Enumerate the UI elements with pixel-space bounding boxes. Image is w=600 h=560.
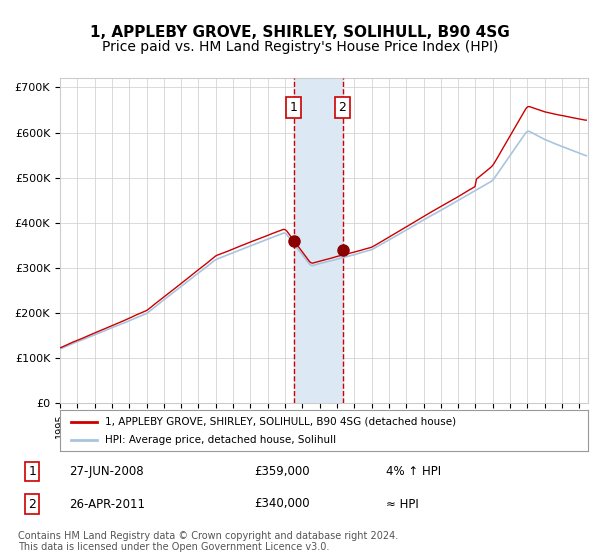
Text: 2: 2 — [28, 497, 36, 511]
Text: 1: 1 — [290, 101, 298, 114]
Text: £359,000: £359,000 — [254, 465, 310, 478]
Text: 1, APPLEBY GROVE, SHIRLEY, SOLIHULL, B90 4SG (detached house): 1, APPLEBY GROVE, SHIRLEY, SOLIHULL, B90… — [105, 417, 456, 427]
Text: HPI: Average price, detached house, Solihull: HPI: Average price, detached house, Soli… — [105, 435, 336, 445]
Text: Price paid vs. HM Land Registry's House Price Index (HPI): Price paid vs. HM Land Registry's House … — [102, 40, 498, 54]
Text: 1, APPLEBY GROVE, SHIRLEY, SOLIHULL, B90 4SG: 1, APPLEBY GROVE, SHIRLEY, SOLIHULL, B90… — [90, 25, 510, 40]
Text: Contains HM Land Registry data © Crown copyright and database right 2024.
This d: Contains HM Land Registry data © Crown c… — [18, 531, 398, 553]
Text: ≈ HPI: ≈ HPI — [386, 497, 419, 511]
Text: 1: 1 — [28, 465, 36, 478]
Text: 26-APR-2011: 26-APR-2011 — [70, 497, 146, 511]
Text: £340,000: £340,000 — [254, 497, 310, 511]
Text: 4% ↑ HPI: 4% ↑ HPI — [386, 465, 442, 478]
Text: 27-JUN-2008: 27-JUN-2008 — [70, 465, 144, 478]
Text: 2: 2 — [338, 101, 346, 114]
Bar — [293, 78, 343, 403]
